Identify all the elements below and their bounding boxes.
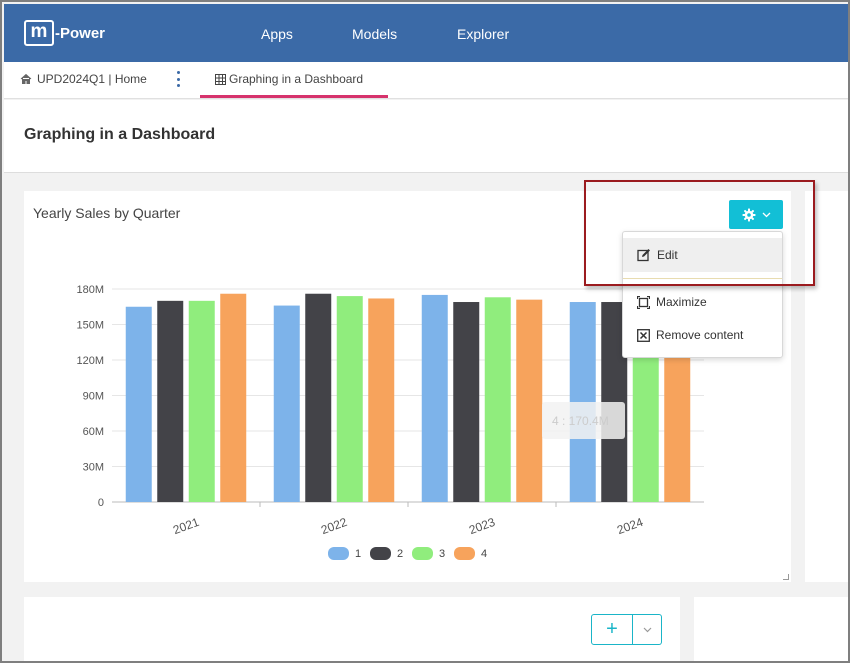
resize-handle-icon[interactable] — [783, 574, 789, 580]
nav-apps[interactable]: Apps — [261, 26, 293, 42]
bar-2022-q4 — [368, 298, 395, 502]
menu-item-maximize[interactable]: Maximize — [623, 285, 782, 319]
menu-item-remove[interactable]: Remove content — [623, 318, 782, 352]
menu-divider — [623, 278, 782, 279]
y-tick-label: 180M — [76, 284, 104, 296]
y-tick-label: 30M — [83, 462, 104, 474]
y-tick-label: 120M — [76, 355, 104, 367]
page-title: Graphing in a Dashboard — [24, 126, 216, 143]
maximize-icon — [637, 295, 650, 309]
tab-dashboard[interactable]: Graphing in a Dashboard — [215, 72, 363, 86]
add-content-button[interactable]: + — [591, 614, 633, 645]
logo-mark: m — [24, 20, 54, 46]
edit-icon — [637, 249, 650, 262]
x-tick-label: 2023 — [467, 515, 497, 537]
legend-label-2: 2 — [397, 548, 403, 560]
annotation-highlight-box — [584, 180, 815, 286]
bar-2022-q2 — [305, 293, 332, 502]
close-box-icon — [637, 328, 650, 342]
widget-settings-button[interactable] — [729, 200, 783, 229]
legend-swatch-2 — [370, 547, 391, 560]
bar-2022-q3 — [336, 296, 363, 502]
x-tick-label: 2021 — [171, 515, 201, 537]
side-widget — [805, 191, 848, 582]
legend-swatch-3 — [412, 547, 433, 560]
legend-label-1: 1 — [355, 548, 361, 560]
menu-item-maximize-label: Maximize — [656, 295, 707, 309]
empty-widget-right — [694, 597, 848, 661]
widget-settings-menu: Edit Maximize Remove content — [622, 231, 783, 358]
tab-dashboard-label: Graphing in a Dashboard — [229, 72, 364, 86]
dashboard-grid-icon — [215, 73, 226, 85]
nav-explorer[interactable]: Explorer — [457, 26, 510, 42]
tab-bar: UPD2024Q1 | Home Graphing in a Dashboard — [4, 62, 848, 99]
legend-swatch-1 — [328, 547, 349, 560]
add-content-dropdown[interactable] — [633, 614, 662, 645]
x-tick-label: 2022 — [319, 515, 349, 537]
gear-icon — [742, 208, 755, 221]
bar-2021-q4 — [220, 293, 247, 502]
tab-home[interactable]: UPD2024Q1 | Home — [20, 72, 147, 86]
menu-item-edit-label: Edit — [657, 248, 678, 262]
tooltip-text: 4 : 170.4M — [552, 414, 609, 428]
logo-text: -Power — [55, 24, 106, 42]
bar-2023-q4 — [516, 299, 543, 502]
menu-item-remove-label: Remove content — [656, 328, 744, 342]
empty-widget — [24, 597, 680, 661]
page-header: Graphing in a Dashboard — [4, 100, 848, 173]
widget-title: Yearly Sales by Quarter — [33, 205, 181, 221]
add-content-group: + — [591, 614, 662, 645]
chevron-down-icon — [643, 627, 651, 632]
nav-models[interactable]: Models — [352, 26, 398, 42]
active-tab-indicator — [200, 95, 388, 98]
bar-2023-q1 — [421, 294, 448, 502]
bar-2021-q1 — [125, 306, 152, 502]
bar-2023-q2 — [453, 302, 480, 502]
bar-2022-q1 — [273, 305, 300, 502]
chevron-down-icon — [762, 212, 770, 217]
more-options-icon[interactable] — [174, 71, 182, 87]
legend-swatch-4 — [454, 547, 475, 560]
x-tick-label: 2024 — [615, 515, 645, 537]
bar-2021-q3 — [188, 300, 215, 502]
tab-home-label: UPD2024Q1 | Home — [37, 72, 147, 86]
y-tick-label: 90M — [83, 391, 104, 403]
top-navbar: m -Power Apps Models Explorer — [4, 4, 848, 62]
y-tick-label: 0 — [98, 497, 104, 509]
y-tick-label: 60M — [83, 426, 104, 438]
legend-label-4: 4 — [481, 548, 487, 560]
menu-item-edit[interactable]: Edit — [623, 238, 782, 272]
bar-2023-q3 — [484, 297, 511, 502]
app-logo[interactable]: m -Power — [24, 20, 105, 46]
y-tick-label: 150M — [76, 320, 104, 332]
tooltip-box — [542, 402, 625, 439]
legend-label-3: 3 — [439, 548, 445, 560]
home-icon — [20, 73, 32, 84]
bar-2021-q2 — [157, 300, 184, 502]
